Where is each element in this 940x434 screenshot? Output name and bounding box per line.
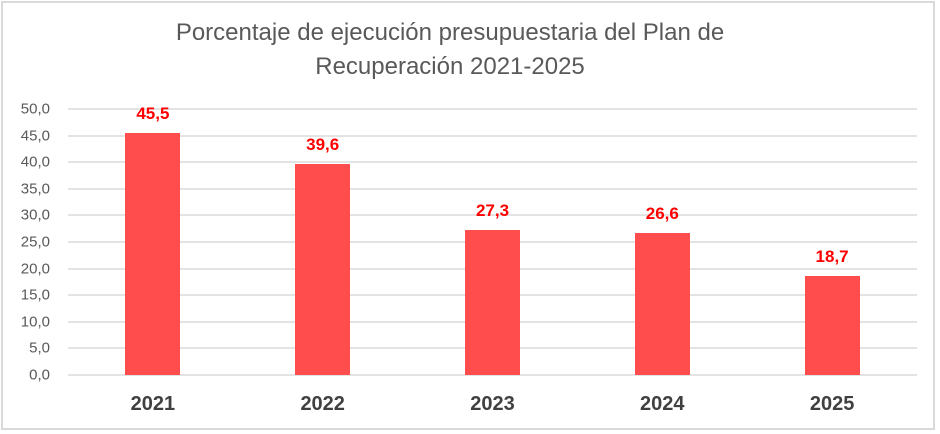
gridline xyxy=(68,374,917,376)
gridline xyxy=(68,161,917,164)
bar-2025 xyxy=(804,275,860,375)
y-tick-label: 30,0 xyxy=(20,206,50,224)
gridline xyxy=(68,134,917,137)
data-label-2024: 26,6 xyxy=(645,204,679,224)
chart-title-line-2: Recuperación 2021-2025 xyxy=(315,53,585,80)
gridline xyxy=(68,187,917,190)
gridline xyxy=(68,214,917,217)
x-tick-label: 2021 xyxy=(130,393,176,415)
y-tick-label: 15,0 xyxy=(20,286,50,304)
y-tick-label: 10,0 xyxy=(20,313,50,331)
x-tick-label: 2025 xyxy=(809,393,855,415)
x-tick-label: 2024 xyxy=(640,393,685,415)
y-tick-label: 45,0 xyxy=(20,127,50,145)
y-tick-label: 20,0 xyxy=(20,260,50,278)
chart-title-line-1: Porcentaje de ejecución presupuestaria d… xyxy=(175,19,725,46)
y-tick-label: 5,0 xyxy=(29,339,50,357)
x-tick-label: 2022 xyxy=(300,393,345,415)
y-tick-label: 40,0 xyxy=(20,153,50,171)
y-tick-label: 0,0 xyxy=(29,366,50,384)
y-tick-label: 35,0 xyxy=(20,180,50,198)
bar-2022 xyxy=(295,164,351,375)
bar-2024 xyxy=(634,233,690,375)
x-tick-label: 2023 xyxy=(470,393,515,415)
data-label-2021: 45,5 xyxy=(136,103,170,123)
data-label-2023: 27,3 xyxy=(475,200,510,220)
chart-title: Porcentaje de ejecución presupuestaria d… xyxy=(0,16,900,84)
y-tick-label: 25,0 xyxy=(20,233,50,251)
y-tick-label: 50,0 xyxy=(20,100,50,118)
plot-area: 45,5 39,6 27,3 26,6 18,7 xyxy=(68,104,917,376)
data-label-2025: 18,7 xyxy=(815,246,849,266)
bar-2023 xyxy=(465,229,520,375)
bar-2021 xyxy=(125,132,181,375)
data-label-2022: 39,6 xyxy=(306,135,340,155)
gridline xyxy=(68,108,917,110)
